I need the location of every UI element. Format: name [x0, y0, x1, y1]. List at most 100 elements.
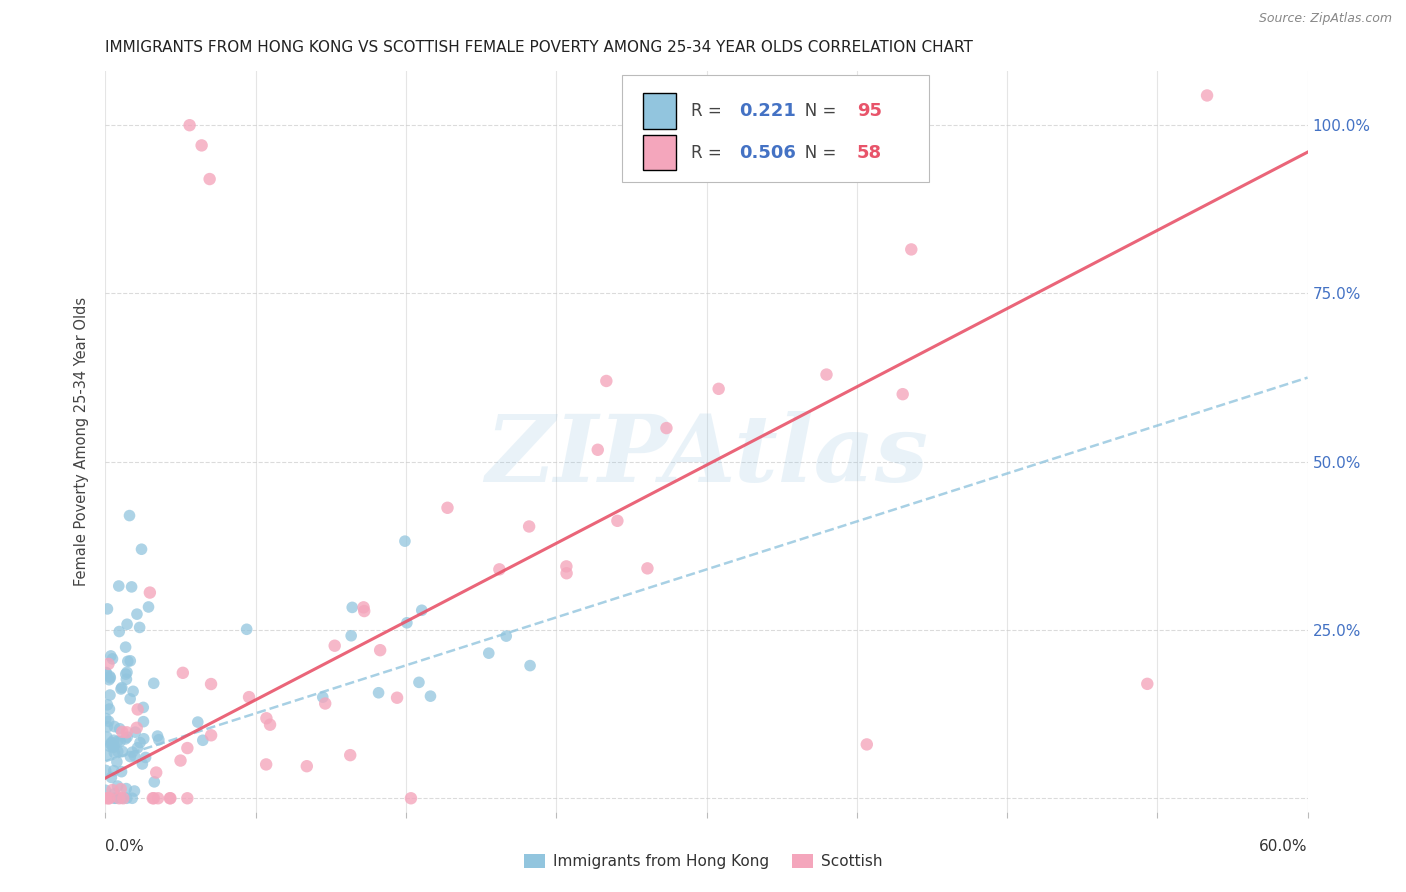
Point: [103, 764, 125, 778]
Point: [295, 759, 318, 773]
Point: [900, 243, 922, 257]
Point: [96, 748, 118, 763]
Point: [96, 791, 118, 805]
Point: [342, 600, 364, 615]
Point: [121, 745, 143, 759]
Point: [586, 442, 609, 457]
FancyBboxPatch shape: [643, 93, 676, 128]
Point: [111, 745, 134, 759]
Point: [100, 735, 122, 749]
Point: [238, 690, 260, 705]
Point: [121, 791, 143, 805]
Point: [855, 738, 877, 752]
Point: [98, 669, 121, 683]
Point: [138, 599, 160, 614]
Point: [117, 654, 139, 668]
Point: [98, 673, 121, 687]
Point: [517, 519, 540, 533]
Text: 60.0%: 60.0%: [1260, 838, 1308, 854]
Point: [96, 698, 118, 712]
Point: [104, 787, 127, 801]
Point: [198, 172, 221, 186]
Point: [110, 782, 132, 797]
Point: [108, 791, 131, 805]
Point: [132, 731, 155, 746]
Point: [98, 702, 121, 716]
Point: [259, 717, 281, 731]
Point: [636, 561, 658, 575]
Text: 95: 95: [856, 102, 882, 120]
Point: [176, 741, 198, 756]
Point: [190, 138, 212, 153]
Point: [353, 604, 375, 618]
Point: [110, 681, 132, 696]
Point: [115, 791, 138, 805]
Point: [110, 791, 132, 805]
Point: [411, 603, 433, 617]
Point: [118, 508, 141, 523]
Point: [100, 771, 122, 785]
Point: [1195, 88, 1218, 103]
Point: [159, 791, 181, 805]
Point: [368, 643, 391, 657]
Point: [103, 746, 125, 760]
Point: [187, 715, 209, 730]
FancyBboxPatch shape: [643, 135, 676, 170]
Point: [340, 629, 363, 643]
Point: [98, 739, 121, 754]
Point: [385, 690, 408, 705]
Point: [495, 629, 517, 643]
Point: [111, 724, 134, 739]
Point: [103, 739, 125, 753]
Point: [148, 732, 170, 747]
Point: [146, 791, 169, 805]
Point: [395, 615, 418, 630]
Point: [115, 730, 138, 744]
Point: [172, 665, 194, 680]
Point: [101, 652, 124, 666]
Point: [96, 730, 118, 744]
FancyBboxPatch shape: [623, 75, 929, 183]
Point: [97, 657, 120, 671]
Point: [323, 639, 346, 653]
Point: [107, 734, 129, 748]
Point: [101, 783, 124, 797]
Point: [96, 665, 118, 680]
Point: [254, 757, 277, 772]
Point: [179, 118, 201, 132]
Point: [131, 542, 153, 557]
Text: 0.0%: 0.0%: [105, 838, 145, 854]
Point: [891, 387, 914, 401]
Point: [97, 714, 120, 729]
Point: [103, 720, 125, 734]
Point: [408, 675, 430, 690]
Point: [115, 725, 138, 739]
Point: [107, 579, 129, 593]
Point: [115, 665, 138, 680]
Point: [555, 566, 578, 581]
Point: [339, 748, 361, 763]
Legend: Immigrants from Hong Kong, Scottish: Immigrants from Hong Kong, Scottish: [517, 848, 889, 875]
Point: [176, 791, 198, 805]
Point: [112, 791, 135, 805]
Point: [367, 686, 389, 700]
Text: 0.506: 0.506: [740, 144, 796, 161]
Point: [132, 700, 155, 714]
Point: [103, 791, 125, 805]
Point: [115, 781, 138, 796]
Text: ZIPAtlas: ZIPAtlas: [485, 411, 928, 501]
Point: [103, 733, 125, 747]
Point: [110, 764, 132, 779]
Point: [98, 671, 121, 685]
Point: [120, 654, 142, 668]
Point: [145, 765, 167, 780]
Point: [169, 754, 191, 768]
Point: [142, 676, 165, 690]
Point: [114, 731, 136, 746]
Point: [124, 784, 146, 798]
Point: [111, 681, 134, 695]
Point: [478, 646, 501, 660]
Point: [200, 728, 222, 742]
Point: [121, 580, 143, 594]
Point: [108, 722, 131, 736]
